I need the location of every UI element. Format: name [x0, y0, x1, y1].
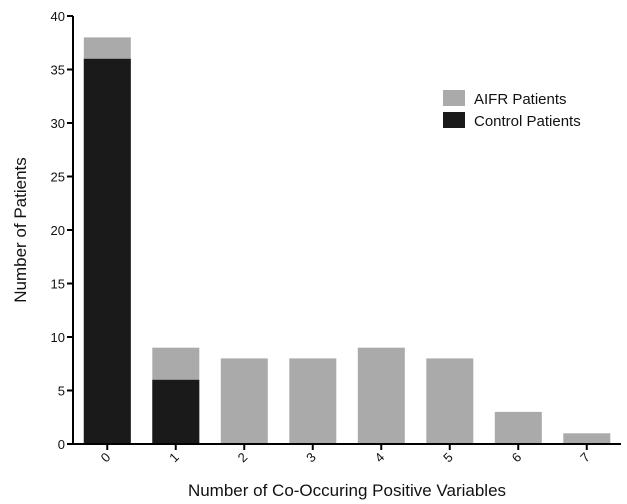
bar-aifr-7 [563, 433, 611, 444]
bars-layer [83, 37, 611, 445]
x-tick-label-4: 4 [372, 450, 388, 466]
legend-swatch-control [443, 112, 465, 128]
y-tick-label-10: 10 [51, 330, 65, 345]
bar-aifr-3 [289, 358, 337, 444]
x-tick-label-6: 6 [509, 450, 525, 466]
x-tick-label-0: 0 [98, 450, 114, 466]
y-tick-label-30: 30 [51, 116, 65, 131]
x-tick-label-3: 3 [303, 450, 319, 466]
y-tick-label-35: 35 [51, 63, 65, 78]
y-tick-label-40: 40 [51, 9, 65, 24]
x-tick-label-1: 1 [166, 450, 182, 466]
bar-aifr-2 [220, 358, 268, 444]
x-axis-title: Number of Co-Occuring Positive Variables [188, 481, 506, 500]
bar-aifr-4 [357, 347, 405, 444]
y-tick-label-25: 25 [51, 170, 65, 185]
bar-aifr-5 [426, 358, 474, 444]
bar-control-1 [152, 379, 200, 444]
x-ticks: 0 1 2 3 4 5 6 7 [98, 444, 593, 465]
legend: AIFR Patients Control Patients [443, 90, 581, 130]
y-tick-label-0: 0 [58, 437, 65, 452]
x-tick-label-5: 5 [440, 450, 456, 466]
bar-control-0 [83, 58, 131, 445]
x-tick-label-2: 2 [235, 450, 251, 466]
bar-aifr-6 [494, 411, 542, 444]
y-tick-label-5: 5 [58, 384, 65, 399]
legend-swatch-aifr [443, 90, 465, 106]
y-tick-label-15: 15 [51, 277, 65, 292]
y-ticks: 0 5 10 15 20 25 30 35 40 [51, 9, 73, 452]
x-tick-label-7: 7 [577, 450, 593, 466]
y-tick-label-20: 20 [51, 223, 65, 238]
legend-label-aifr: AIFR Patients [474, 91, 567, 108]
legend-label-control: Control Patients [474, 113, 581, 130]
y-axis-title: Number of Patients [11, 157, 30, 303]
